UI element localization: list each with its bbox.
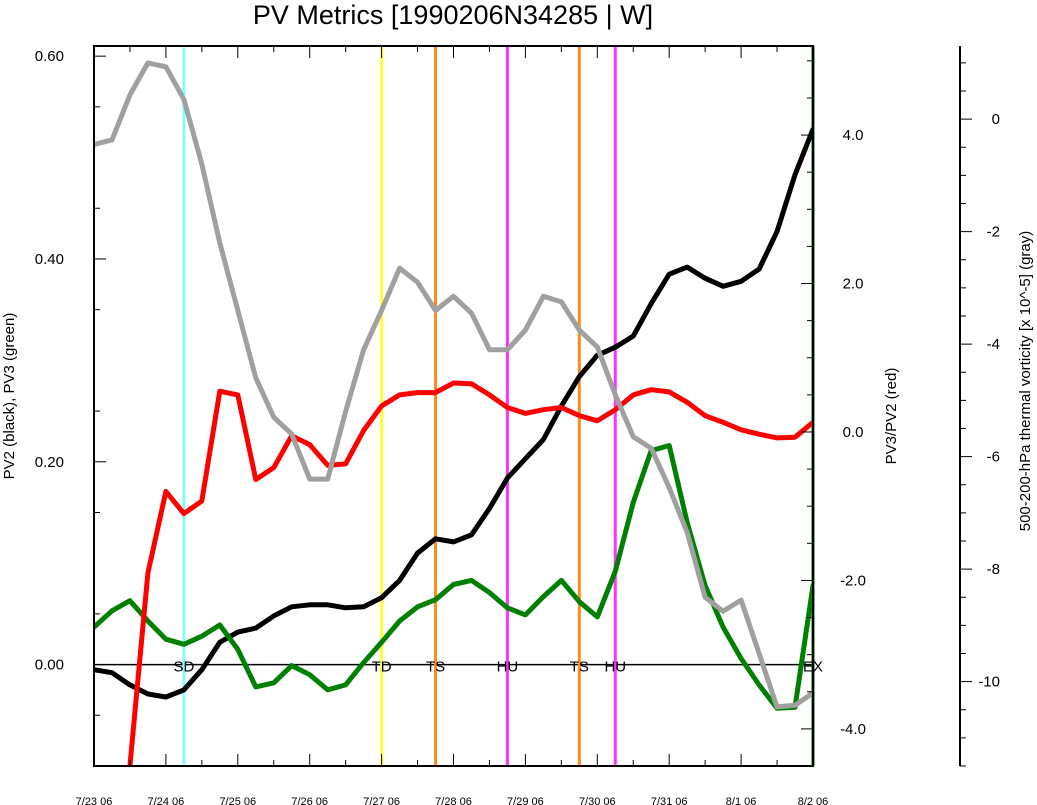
series-line-2: [127, 380, 813, 766]
x-tick-label-4: 7/27 06: [363, 796, 400, 805]
x-tick-label-2: 7/25 06: [219, 796, 256, 805]
y-right-axis-title: PV3/PV2 (red): [883, 368, 900, 465]
y-far-right-tick-label-1: -2: [987, 224, 1000, 241]
x-tick-label-8: 7/31 06: [651, 796, 688, 805]
x-tick-label-5: 7/28 06: [435, 796, 472, 805]
marker-label-2: TS: [426, 659, 445, 676]
y-right-tick-label-3: 2.0: [843, 276, 864, 293]
x-tick-label-1: 7/24 06: [148, 796, 185, 805]
y-far-right-axis-title: 500-200-hPa thermal vorticity [x 10^-5] …: [1017, 231, 1034, 532]
x-tick-label-10: 8/2 06: [798, 796, 829, 805]
y-far-right-tick-label-2: -4: [987, 336, 1000, 353]
y-left-axis-title: PV2 (black), PV3 (green): [1, 313, 18, 480]
marker-label-4: TS: [570, 659, 589, 676]
x-tick-label-7: 7/30 06: [579, 796, 616, 805]
y-left-tick-label-2: 0.40: [35, 251, 64, 268]
y-far-right-tick-label-3: -6: [987, 449, 1000, 466]
y-left-tick-label-1: 0.20: [35, 454, 64, 471]
marker-label-0: SD: [173, 659, 194, 676]
y-left-tick-label-3: 0.60: [35, 48, 64, 65]
series-line-3: [94, 60, 813, 710]
x-tick-label-6: 7/29 06: [507, 796, 544, 805]
y-far-right-tick-label-5: -10: [978, 674, 1000, 691]
plot-frame: [93, 45, 814, 767]
x-tick-label-0: 7/23 06: [76, 796, 113, 805]
y-far-right-tick-label-4: -8: [987, 561, 1000, 578]
x-tick-label-9: 8/1 06: [726, 796, 757, 805]
y-left-tick-label-0: 0.00: [35, 657, 64, 674]
vertical-markers: SD TD TS HU TS HU EX: [94, 46, 823, 766]
marker-label-1: TD: [372, 659, 392, 676]
marker-label-3: HU: [497, 659, 519, 676]
y-far-right-tick-label-0: 0: [992, 111, 1000, 128]
axes: 7/23 06 7/24 06 7/25 06 7/26 06 7/27 06 7/28 …: [1, 45, 1034, 805]
series-line-1: [94, 443, 813, 711]
series-lines: [94, 60, 813, 766]
y-right-tick-label-4: 4.0: [843, 127, 864, 144]
x-tick-label-3: 7/26 06: [291, 796, 328, 805]
chart-title: PV Metrics [1990206N34285 | W]: [253, 0, 653, 30]
y-right-tick-label-2: 0.0: [843, 424, 864, 441]
series-line-0: [94, 126, 813, 700]
y-right-tick-label-1: -2.0: [840, 572, 866, 589]
y-right-tick-label-0: -4.0: [840, 721, 866, 738]
marker-label-5: HU: [604, 659, 626, 676]
